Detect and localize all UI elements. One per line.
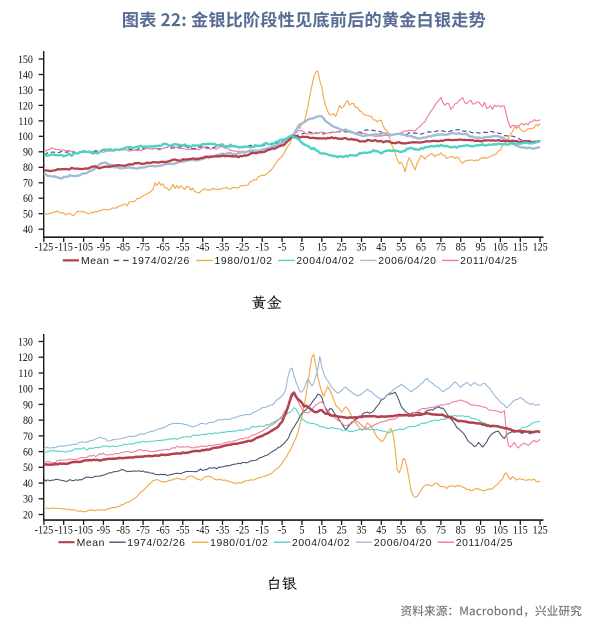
svg-text:-45: -45 [196,241,210,254]
svg-text:130: 130 [18,336,33,349]
svg-text:-105: -105 [74,241,93,254]
svg-text:100: 100 [18,131,33,144]
svg-text:-55: -55 [176,524,190,537]
svg-text:2006/04/20: 2006/04/20 [378,256,436,267]
svg-text:-5: -5 [278,524,287,537]
svg-text:55: 55 [396,524,407,537]
svg-text:5: 5 [299,241,305,254]
svg-text:140: 140 [18,69,33,82]
svg-text:35: 35 [356,241,367,254]
svg-text:-115: -115 [55,241,74,254]
svg-text:75: 75 [436,241,447,254]
svg-text:Mean: Mean [77,538,105,549]
svg-text:40: 40 [23,223,33,236]
svg-text:2006/04/20: 2006/04/20 [374,538,432,549]
svg-text:150: 150 [18,53,33,66]
svg-text:2004/04/02: 2004/04/02 [292,538,350,549]
svg-text:15: 15 [317,241,328,254]
svg-text:100: 100 [18,383,33,396]
svg-text:125: 125 [532,524,548,537]
svg-text:125: 125 [532,241,548,254]
svg-text:90: 90 [23,399,33,412]
svg-text:-115: -115 [55,524,74,537]
svg-text:35: 35 [356,524,367,537]
svg-text:95: 95 [476,241,487,254]
svg-text:-25: -25 [236,241,250,254]
svg-text:70: 70 [23,430,33,443]
svg-text:-95: -95 [97,241,111,254]
svg-text:85: 85 [456,241,467,254]
svg-text:45: 45 [376,241,387,254]
svg-text:80: 80 [23,162,33,175]
svg-text:60: 60 [23,192,33,205]
svg-text:120: 120 [18,100,33,113]
svg-text:5: 5 [299,524,305,537]
svg-text:105: 105 [493,241,509,254]
svg-text:25: 25 [337,241,348,254]
svg-text:40: 40 [23,477,33,490]
svg-text:50: 50 [23,208,33,221]
svg-text:2011/04/25: 2011/04/25 [456,538,513,549]
svg-text:-105: -105 [74,524,93,537]
svg-text:1980/01/02: 1980/01/02 [215,256,273,267]
svg-text:-75: -75 [136,524,150,537]
svg-text:-25: -25 [236,524,250,537]
svg-text:Mean: Mean [81,256,109,267]
svg-text:-125: -125 [35,524,54,537]
svg-text:-35: -35 [216,241,230,254]
svg-text:2004/04/02: 2004/04/02 [296,256,354,267]
svg-text:1980/01/02: 1980/01/02 [210,538,268,549]
svg-text:115: 115 [513,241,528,254]
svg-text:20: 20 [23,509,33,522]
svg-text:-55: -55 [176,241,190,254]
svg-text:-35: -35 [216,524,230,537]
svg-text:-45: -45 [196,524,210,537]
svg-text:-5: -5 [278,241,287,254]
svg-text:85: 85 [456,524,467,537]
svg-text:70: 70 [23,177,33,190]
svg-text:110: 110 [18,115,33,128]
svg-text:80: 80 [23,414,33,427]
svg-text:115: 115 [513,524,528,537]
svg-text:65: 65 [416,241,427,254]
svg-text:75: 75 [436,524,447,537]
svg-text:-95: -95 [97,524,111,537]
svg-text:-125: -125 [35,241,54,254]
svg-text:60: 60 [23,446,33,459]
svg-text:65: 65 [416,524,427,537]
svg-text:1974/02/26: 1974/02/26 [127,538,185,549]
svg-text:-85: -85 [117,524,131,537]
svg-text:1974/02/26: 1974/02/26 [132,256,190,267]
svg-text:2011/04/25: 2011/04/25 [460,256,517,267]
svg-text:-65: -65 [156,241,170,254]
svg-text:130: 130 [18,84,33,97]
svg-text:45: 45 [376,524,387,537]
svg-text:-75: -75 [136,241,150,254]
svg-text:120: 120 [18,351,33,364]
svg-text:105: 105 [493,524,509,537]
svg-text:-85: -85 [117,241,131,254]
svg-text:15: 15 [317,524,328,537]
svg-text:90: 90 [23,146,33,159]
svg-text:110: 110 [18,367,33,380]
svg-text:50: 50 [23,462,33,475]
svg-text:-15: -15 [255,524,269,537]
svg-text:-65: -65 [156,524,170,537]
svg-text:95: 95 [476,524,487,537]
svg-text:30: 30 [23,493,33,506]
svg-text:25: 25 [337,524,348,537]
svg-text:-15: -15 [255,241,269,254]
svg-text:55: 55 [396,241,407,254]
